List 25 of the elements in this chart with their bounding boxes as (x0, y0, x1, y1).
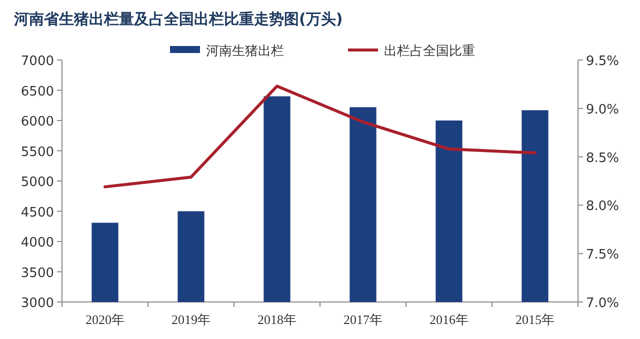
y-tick-label: 3000 (20, 296, 54, 311)
legend-label: 出栏占全国比重 (384, 44, 475, 59)
y2-tick-label: 7.0% (586, 296, 620, 311)
line-series (104, 84, 536, 188)
x-tick-label: 2019年 (172, 312, 210, 327)
y-tick-label: 3500 (20, 266, 54, 281)
x-tick-label: 2020年 (86, 312, 124, 327)
y-tick-label: 5500 (20, 144, 54, 160)
x-tick-label: 2018年 (258, 312, 296, 327)
legend-label: 河南生猪出栏 (206, 44, 284, 59)
y-tick-label: 5000 (20, 175, 54, 190)
y-tick-label: 6500 (20, 84, 54, 100)
y2-tick-label: 7.5% (586, 248, 620, 263)
y2-tick-label: 8.5% (586, 150, 620, 166)
y-tick-label: 4000 (20, 236, 54, 250)
y-tick-label: 6000 (20, 114, 54, 130)
y-tick-label: 7000 (20, 54, 54, 69)
x-tick-label: 2015年 (516, 312, 554, 327)
y-tick-label: 4500 (20, 205, 54, 220)
y2-tick-label: 9.5% (586, 54, 620, 69)
chart-title: 河南省生猪出栏量及占全国出栏比重走势图(万头) (13, 10, 343, 28)
y2-tick-label: 9.0% (586, 102, 620, 118)
x-tick-label: 2017年 (344, 312, 382, 327)
y2-tick-label: 8.0% (586, 199, 620, 214)
x-tick-label: 2016年 (430, 312, 468, 327)
